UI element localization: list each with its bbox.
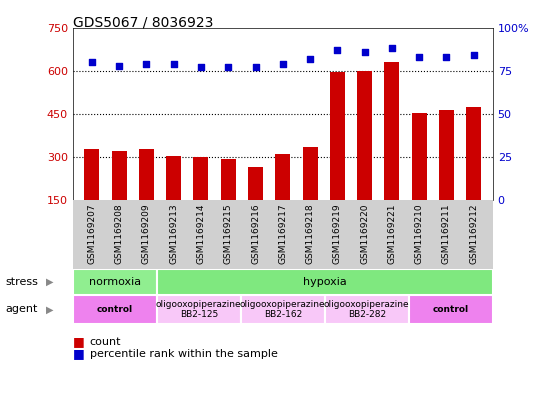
Bar — [221, 159, 236, 200]
Text: count: count — [90, 337, 121, 347]
Text: control: control — [433, 305, 469, 314]
Point — [197, 64, 206, 70]
Bar — [302, 147, 318, 200]
Bar — [241, 295, 325, 324]
Text: normoxia: normoxia — [88, 277, 141, 287]
Text: GSM1169207: GSM1169207 — [87, 204, 96, 264]
Bar — [357, 71, 372, 200]
Point — [442, 54, 451, 60]
Text: GSM1169218: GSM1169218 — [306, 204, 315, 264]
Point — [388, 45, 396, 51]
Bar — [73, 295, 157, 324]
Text: GDS5067 / 8036923: GDS5067 / 8036923 — [73, 16, 213, 30]
Bar — [439, 110, 454, 200]
Point — [333, 47, 342, 53]
Bar — [194, 157, 208, 200]
Text: GSM1169210: GSM1169210 — [414, 204, 424, 264]
Text: GSM1169221: GSM1169221 — [388, 204, 396, 264]
Bar — [409, 295, 493, 324]
Text: stress: stress — [6, 277, 39, 287]
Bar — [248, 167, 263, 200]
Bar — [276, 154, 290, 200]
Bar — [85, 149, 99, 200]
Text: GSM1169211: GSM1169211 — [442, 204, 451, 264]
Text: ■: ■ — [73, 347, 85, 360]
Bar — [384, 62, 399, 200]
Point — [169, 61, 178, 67]
Text: agent: agent — [6, 305, 38, 314]
Text: GSM1169215: GSM1169215 — [224, 204, 233, 264]
Bar — [73, 269, 157, 295]
Point — [306, 55, 315, 62]
Point — [360, 49, 369, 55]
Point — [87, 59, 96, 65]
Text: GSM1169214: GSM1169214 — [197, 204, 206, 264]
Point — [224, 64, 233, 70]
Text: GSM1169219: GSM1169219 — [333, 204, 342, 264]
Bar — [157, 269, 493, 295]
Text: GSM1169212: GSM1169212 — [469, 204, 478, 264]
Text: GSM1169220: GSM1169220 — [360, 204, 369, 264]
Text: ▶: ▶ — [46, 305, 53, 314]
Text: oligooxopiperazine
BB2-282: oligooxopiperazine BB2-282 — [324, 300, 409, 319]
Point — [469, 52, 478, 58]
Bar — [466, 107, 481, 200]
Text: hypoxia: hypoxia — [303, 277, 347, 287]
Bar — [157, 295, 241, 324]
Text: percentile rank within the sample: percentile rank within the sample — [90, 349, 277, 359]
Point — [415, 54, 424, 60]
Bar — [330, 72, 345, 200]
Text: oligooxopiperazine
BB2-125: oligooxopiperazine BB2-125 — [156, 300, 241, 319]
Point — [278, 61, 287, 67]
Bar — [325, 295, 409, 324]
Text: GSM1169209: GSM1169209 — [142, 204, 151, 264]
Bar — [139, 149, 154, 200]
Text: GSM1169208: GSM1169208 — [115, 204, 124, 264]
Text: ▶: ▶ — [46, 277, 53, 287]
Bar — [111, 151, 127, 200]
Text: GSM1169213: GSM1169213 — [169, 204, 178, 264]
Point — [115, 62, 124, 69]
Point — [142, 61, 151, 67]
Text: oligooxopiperazine
BB2-162: oligooxopiperazine BB2-162 — [240, 300, 325, 319]
Bar — [166, 156, 181, 200]
Text: GSM1169217: GSM1169217 — [278, 204, 287, 264]
Bar — [412, 112, 427, 200]
Point — [251, 64, 260, 70]
Text: control: control — [97, 305, 133, 314]
Text: GSM1169216: GSM1169216 — [251, 204, 260, 264]
Text: ■: ■ — [73, 335, 85, 349]
